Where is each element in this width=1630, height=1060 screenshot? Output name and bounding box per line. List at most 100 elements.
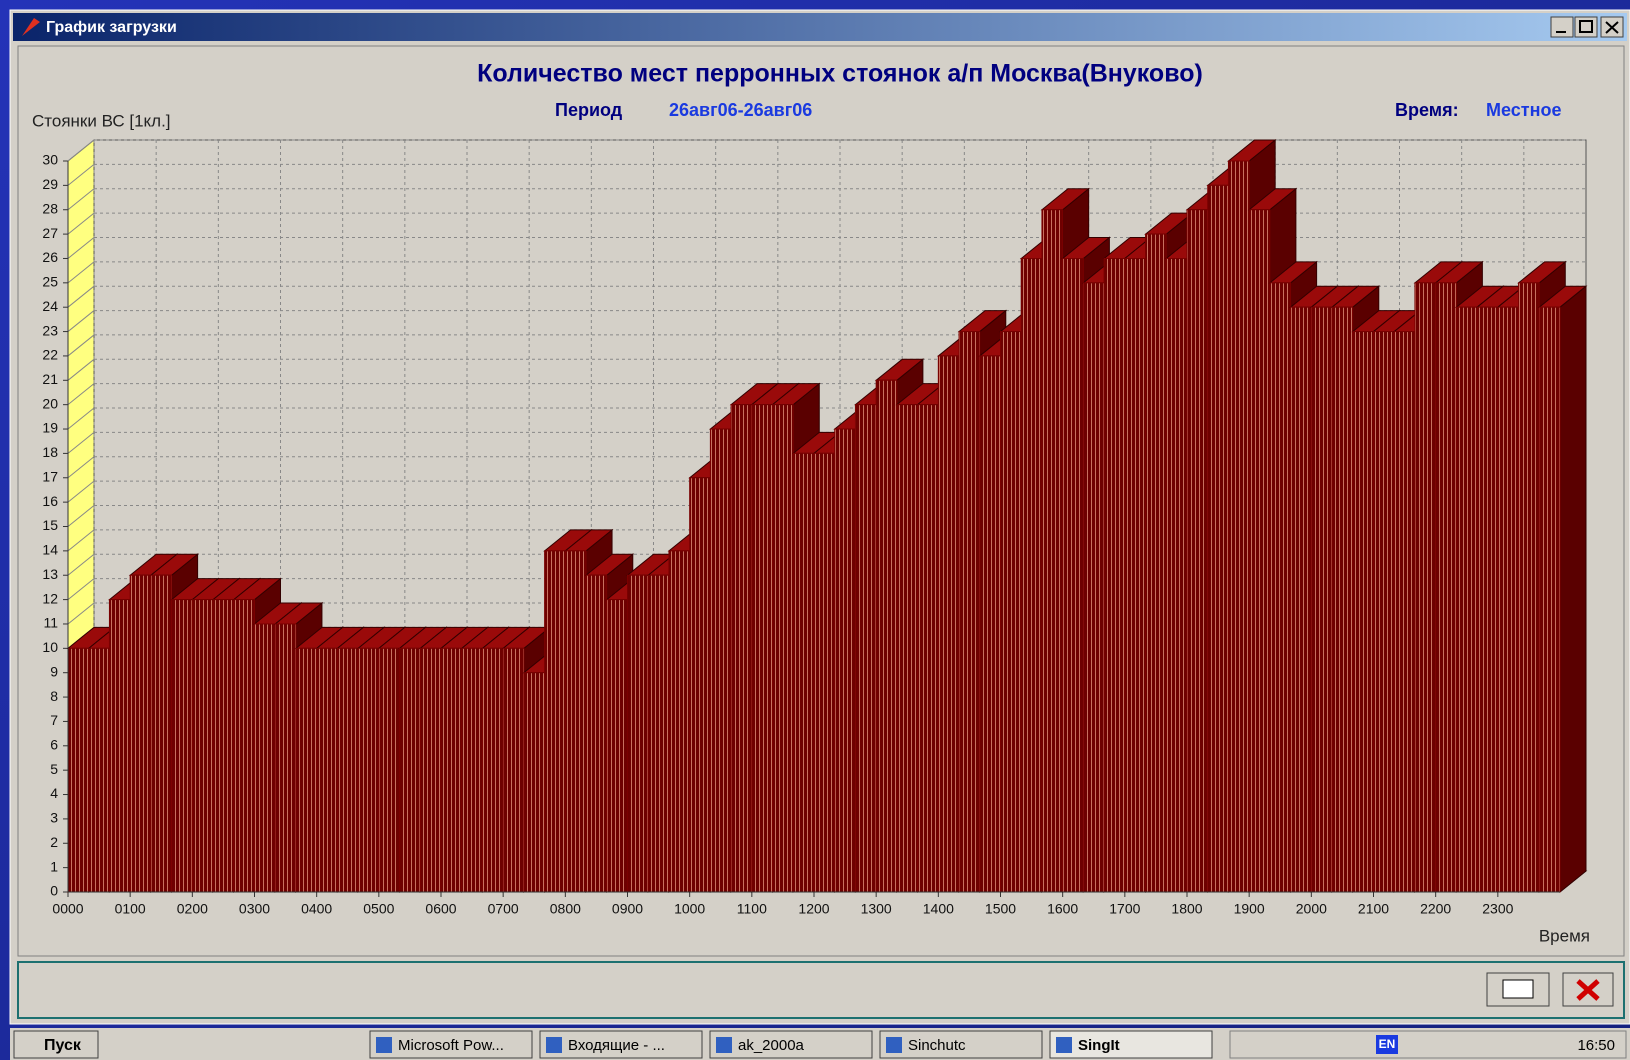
x-tick-label: 0800 xyxy=(550,901,581,917)
grid-line xyxy=(67,432,95,454)
bar xyxy=(1227,160,1250,893)
bar xyxy=(1518,282,1540,893)
bar xyxy=(67,647,90,893)
task-button[interactable]: ak_2000a xyxy=(709,1030,873,1059)
bar xyxy=(1000,331,1022,893)
print-button[interactable] xyxy=(1486,972,1550,1007)
y-axis-label: Стоянки ВС [1кл.] xyxy=(32,111,171,130)
x-tick-label: 0900 xyxy=(612,901,643,917)
y-tick-label: 17 xyxy=(42,468,58,484)
x-tick-label: 1800 xyxy=(1171,901,1202,917)
title-bar xyxy=(13,13,1627,41)
bar xyxy=(751,404,774,893)
y-tick-label: 6 xyxy=(50,737,58,753)
bar xyxy=(772,404,794,893)
y-tick-label: 22 xyxy=(42,347,58,363)
bar xyxy=(689,477,711,893)
window-controls[interactable] xyxy=(1550,16,1624,38)
lang: EN xyxy=(1379,1037,1396,1051)
button[interactable] xyxy=(709,1030,873,1059)
y-tick-label: 28 xyxy=(42,200,58,216)
bar xyxy=(937,355,960,893)
y-tick-label: 3 xyxy=(50,810,58,826)
y-tick-label: 8 xyxy=(50,688,58,704)
x-tick-label: 0600 xyxy=(425,901,456,917)
bar xyxy=(1165,257,1188,893)
button[interactable] xyxy=(879,1030,1043,1059)
bar xyxy=(917,404,939,893)
y-tick-label: 13 xyxy=(42,566,58,582)
task-list: Microsoft Pow... Входящие - ... ak_2000a Si… xyxy=(369,1030,1213,1059)
task-button[interactable]: Microsoft Pow... xyxy=(369,1030,533,1059)
bar xyxy=(1020,257,1043,893)
button[interactable] xyxy=(539,1030,703,1059)
x-tick-label: 1900 xyxy=(1234,901,1265,917)
button[interactable] xyxy=(13,1030,99,1059)
tray xyxy=(1229,1030,1627,1059)
bar xyxy=(1497,306,1520,893)
grid-line xyxy=(67,505,95,527)
grid-line xyxy=(67,529,95,552)
bar xyxy=(1269,282,1292,893)
bar xyxy=(1538,306,1561,893)
x-tick-label: 1500 xyxy=(985,901,1016,917)
bar xyxy=(1082,282,1105,893)
x-tick-label: 1200 xyxy=(798,901,829,917)
chart-title: Количество мест перронных стоянок а/п Мо… xyxy=(477,60,1203,88)
plot: 0123456789101112131415161718192021222324… xyxy=(42,138,1588,917)
task-button[interactable]: Sinchutc xyxy=(879,1030,1043,1059)
task-label: SingIt xyxy=(1078,1037,1120,1054)
y-tick-label: 19 xyxy=(42,420,58,436)
bar xyxy=(730,404,753,893)
bar xyxy=(813,452,836,893)
task-label: Microsoft Pow... xyxy=(398,1037,504,1054)
task-button[interactable]: Входящие - ... xyxy=(539,1030,703,1059)
x-axis-label: Время xyxy=(1539,926,1590,945)
exit-button[interactable] xyxy=(1562,972,1614,1007)
lang-box xyxy=(1376,1035,1398,1054)
y-tick-label: 21 xyxy=(42,371,58,387)
period-label: Период xyxy=(555,100,623,120)
bar xyxy=(834,428,856,893)
minimize-button[interactable] xyxy=(1550,16,1574,38)
bar xyxy=(481,647,504,893)
bar xyxy=(792,452,815,893)
grid-line xyxy=(67,261,95,284)
button[interactable] xyxy=(1049,1030,1213,1059)
x-tick-label: 2200 xyxy=(1420,901,1451,917)
bar xyxy=(1124,257,1147,893)
bar xyxy=(875,379,898,893)
bar xyxy=(254,623,276,893)
task-label: Входящие - ... xyxy=(568,1037,665,1054)
x-tick-label: 0500 xyxy=(363,901,394,917)
x-tick-label: 1700 xyxy=(1109,901,1140,917)
x-tick-label: 1100 xyxy=(737,901,767,917)
bar xyxy=(378,647,401,893)
bar xyxy=(523,672,546,893)
task-button[interactable]: SingIt xyxy=(1049,1030,1213,1059)
bar xyxy=(1186,209,1209,893)
y-tick-label: 12 xyxy=(42,590,58,606)
bar xyxy=(1414,282,1437,893)
y-tick-label: 27 xyxy=(42,225,58,241)
bar xyxy=(564,550,587,893)
bar xyxy=(1248,209,1271,893)
bar xyxy=(544,550,566,893)
grid-line xyxy=(67,578,95,600)
grid-line xyxy=(67,139,95,162)
bar xyxy=(191,599,214,893)
grid-line xyxy=(67,163,95,186)
bar xyxy=(1103,257,1126,893)
grid-line xyxy=(67,553,95,576)
bar xyxy=(150,574,173,893)
bar xyxy=(1352,331,1375,893)
bar xyxy=(958,331,981,893)
start-button[interactable]: Пуск xyxy=(13,1030,99,1059)
task-label: ak_2000a xyxy=(738,1037,805,1054)
button[interactable] xyxy=(369,1030,533,1059)
x-tick-label: 1400 xyxy=(923,901,954,917)
x-tick-label: 2000 xyxy=(1296,901,1327,917)
grid-line xyxy=(67,480,95,503)
y-tick-label: 11 xyxy=(43,615,58,631)
grid-line xyxy=(67,237,95,259)
